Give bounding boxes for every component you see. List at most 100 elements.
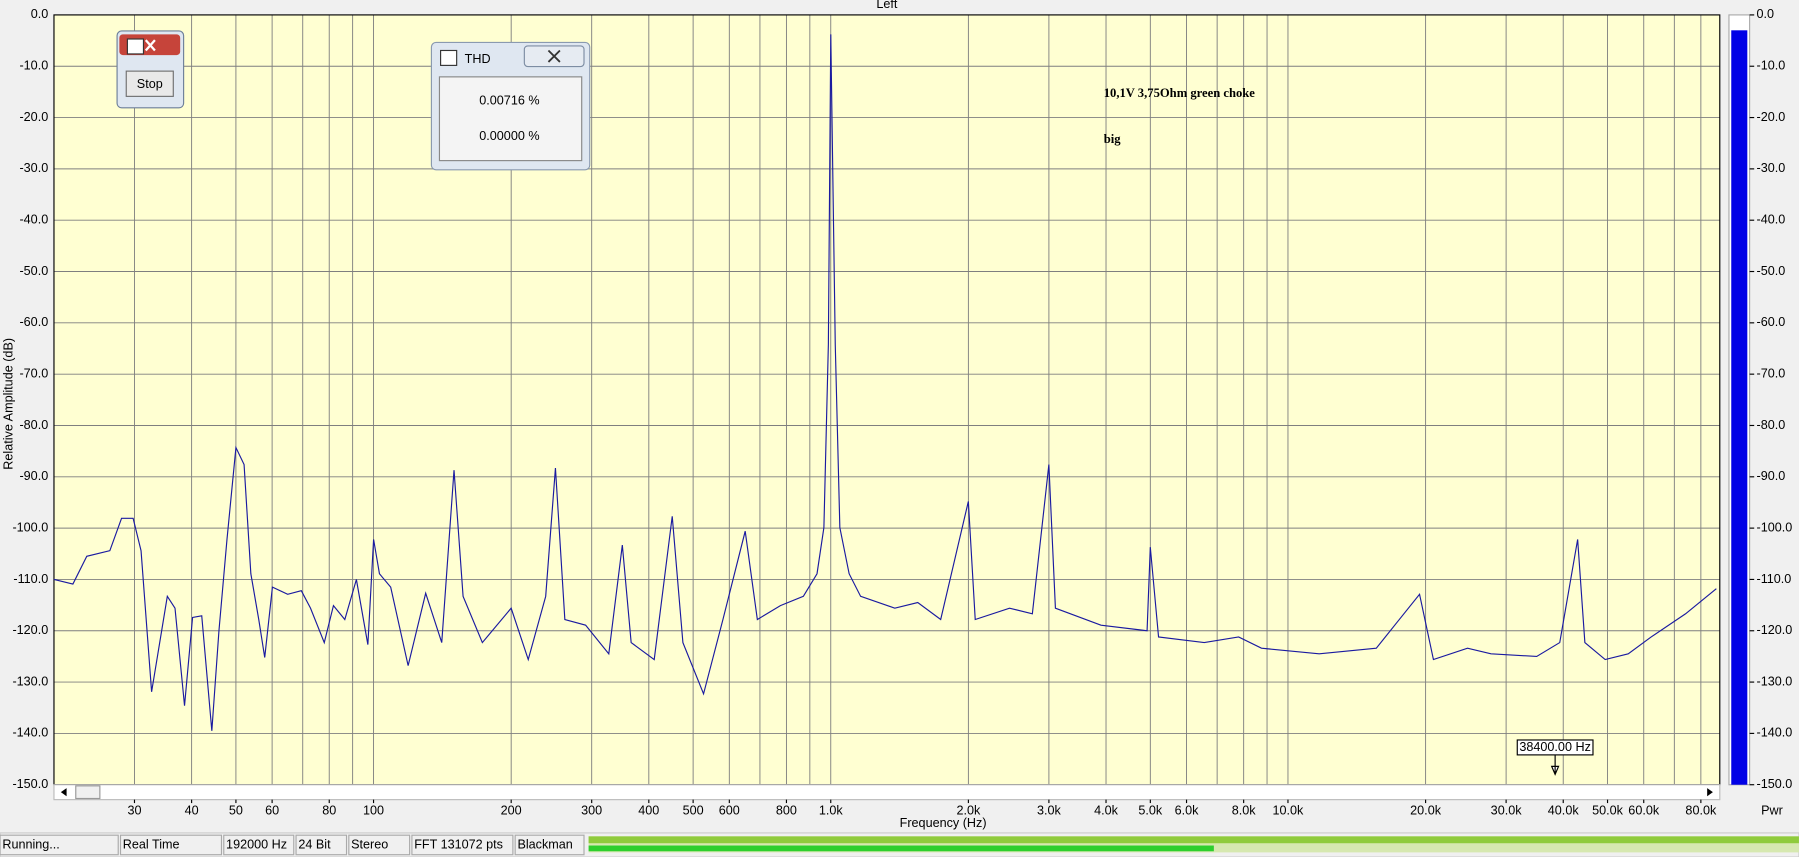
scroll-thumb[interactable] [75,785,101,800]
stop-button-label[interactable]: Stop [137,77,163,91]
x-tick-label: 100 [363,803,384,817]
y-tick-label: -100.0 [12,520,48,534]
thd-title: THD [465,52,491,66]
y-tick-label: -90.0 [19,469,48,483]
x-tick-label: 40.0k [1548,803,1580,817]
y-tick-label: -30.0 [19,161,48,175]
y-tick-label: -140.0 [12,726,48,740]
x-tick-label: 300 [581,803,602,817]
meter-tick-label: -30.0 [1756,161,1785,175]
meter-tick-label: -40.0 [1756,213,1785,227]
status-field [119,834,223,856]
level-bar [588,845,1214,852]
status-field [0,834,119,856]
x-tick-label: 600 [719,803,740,817]
meter-tick-label: -120.0 [1756,623,1792,637]
x-tick-label: 8.0k [1232,803,1257,817]
meter-label: Pwr [1761,803,1783,817]
y-tick-label: -150.0 [12,777,48,791]
meter-tick-label: -10.0 [1756,59,1785,73]
chart-title: Left [876,0,898,11]
y-tick-label: -130.0 [12,674,48,688]
scroll-right[interactable] [1707,788,1713,797]
x-tick-label: 3.0k [1037,803,1062,817]
y-tick-label: 0.0 [31,7,49,21]
x-tick-label: 200 [501,803,522,817]
x-axis-label: Frequency (Hz) [900,816,987,830]
meter-tick-label: -50.0 [1756,264,1785,278]
x-tick-label: 60.0k [1628,803,1660,817]
status-text: Real Time [123,837,180,851]
status-text: Stereo [351,837,388,851]
scrollbar[interactable] [53,784,1721,801]
cursor-marker [1550,754,1560,776]
x-tick-label: 30.0k [1491,803,1523,817]
meter-tick-label: 0.0 [1756,7,1774,21]
meter-tick-label: -90.0 [1756,469,1785,483]
status-text: FFT 131072 pts [414,837,503,851]
meter: 0.0 -10.0 -20.0 -30.0 -40.0 -50.0 -60.0 -70.0 -8… [1731,7,1792,791]
x-tick-label: 500 [683,803,704,817]
x-tick-label: 80 [322,803,336,817]
x-tick-label: 4.0k [1094,803,1119,817]
y-tick-label: -60.0 [19,315,48,329]
y-tick-label: -50.0 [19,264,48,278]
x-tick-label: 1.0k [819,803,844,817]
x-tick-label: 20.0k [1410,803,1442,817]
meter-tick-label: -60.0 [1756,315,1785,329]
status-field [348,834,411,856]
close-x [144,39,156,52]
meter-tick-label: -80.0 [1756,418,1785,432]
status-text: 24 Bit [298,837,331,851]
y-axis-label: Relative Amplitude (dB) [2,338,16,470]
status-field [411,834,514,856]
close-x [547,49,561,63]
y-tick-label: -10.0 [19,59,48,73]
x-tick-label: 5.0k [1138,803,1163,817]
thd-reading: 0.00716 % [479,93,539,107]
meter-tick-label: -150.0 [1756,777,1792,791]
meter-tick-label: -20.0 [1756,110,1785,124]
status-fields: Running... Real Time 192000 Hz 24 Bit Stereo… [0,834,585,856]
plot-area [53,14,1720,785]
grid [53,14,1720,786]
x-tick-label: 80.0k [1685,803,1717,817]
thd-reading: 0.00000 % [479,129,539,143]
x-tick-label: 50 [229,803,243,817]
x-tick-label: 40 [185,803,199,817]
x-tick-label: 30 [127,803,141,817]
status-field [295,834,348,856]
status-text: Running... [2,837,59,851]
meter-tick-label: -100.0 [1756,520,1792,534]
window-icon [440,49,458,66]
status-field [514,834,585,856]
x-tick-label: 2.0k [956,803,981,817]
cursor-label: 38400.00 Hz [1519,740,1591,754]
window-icon [126,38,145,55]
y-tick-label: -110.0 [13,572,48,586]
meter-tick-label: -140.0 [1756,726,1792,740]
x-tick-label: 60 [265,803,279,817]
meter-tick-label: -110.0 [1756,572,1791,586]
annotation: 10,1V 3,75Ohm green choke [1104,86,1256,100]
y-tick-label: -80.0 [19,418,48,432]
x-tick-label: 800 [776,803,797,817]
level-bar [588,836,1799,844]
status-text: Blackman [517,837,572,851]
meter-bar [1731,30,1748,785]
stop-window: Stop [116,30,185,109]
status-field [223,834,295,856]
annotation: big [1104,132,1122,146]
y-tick-label: -120.0 [12,623,48,637]
scroll-left[interactable] [60,788,67,797]
x-tick-label: 400 [638,803,659,817]
status-text: 192000 Hz [226,837,287,851]
x-tick-label: 50.0k [1592,803,1624,817]
spectrum-line [53,34,1717,731]
y-tick-label: -70.0 [19,366,48,380]
stop-button[interactable] [125,70,174,97]
x-tick-label: 6.0k [1175,803,1200,817]
readings-box [438,76,583,162]
x-tick-label: 10.0k [1273,803,1305,817]
